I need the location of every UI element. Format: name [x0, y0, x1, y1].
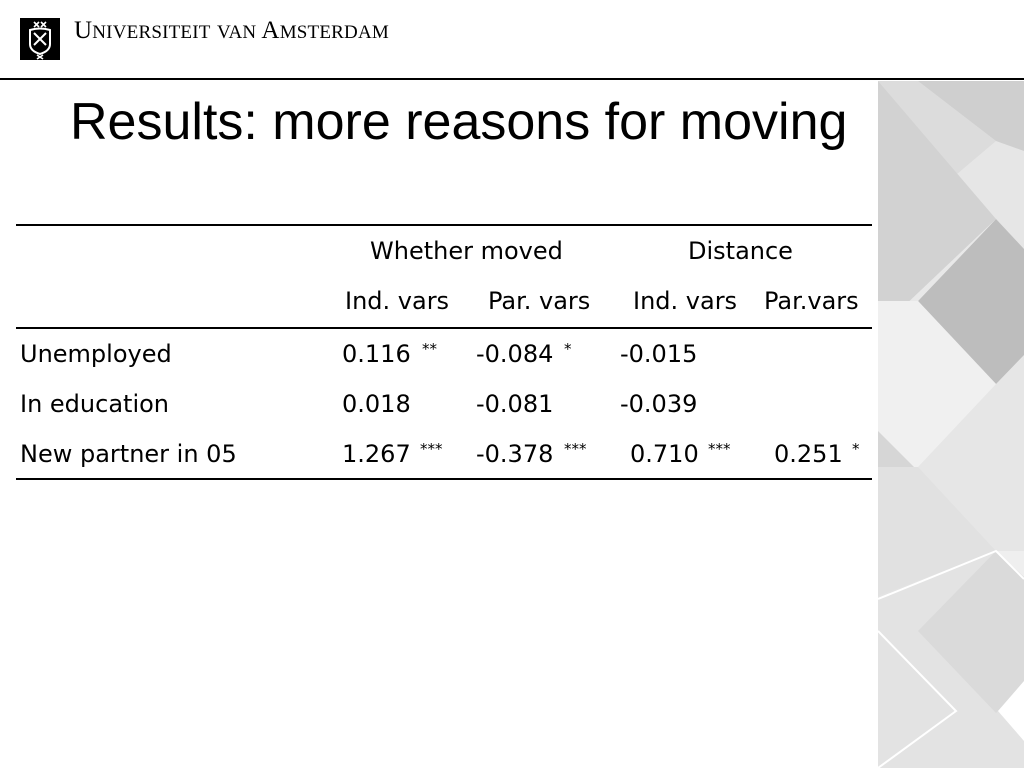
group-header-distance: Distance — [688, 237, 793, 265]
significance-stars: ** — [422, 340, 437, 358]
table-header-rule — [16, 327, 872, 329]
group-header-whether-moved: Whether moved — [370, 237, 563, 265]
column-header: Par. vars — [488, 287, 591, 315]
university-name: UNIVERSITEIT VAN AMSTERDAM — [74, 17, 389, 44]
significance-stars: *** — [420, 440, 443, 458]
cell-value: -0.015 — [620, 340, 698, 368]
significance-stars: * — [564, 340, 572, 358]
cell-value: -0.084 — [476, 340, 554, 368]
column-header: Par.vars — [764, 287, 859, 315]
table-bottom-rule — [16, 478, 872, 480]
uva-crest-icon — [20, 18, 60, 60]
row-label: New partner in 05 — [20, 440, 237, 468]
cell-value: 0.251 — [774, 440, 843, 468]
column-header: Ind. vars — [345, 287, 450, 315]
background-decoration — [878, 81, 1024, 768]
significance-stars: *** — [564, 440, 587, 458]
cell-value: -0.081 — [476, 390, 554, 418]
significance-stars: * — [852, 440, 860, 458]
cell-value: 0.018 — [342, 390, 411, 418]
cell-value: 0.710 — [630, 440, 699, 468]
column-header: Ind. vars — [633, 287, 738, 315]
table-top-rule — [16, 224, 872, 226]
row-label: Unemployed — [20, 340, 172, 368]
slide-title: Results: more reasons for moving — [70, 93, 848, 151]
cell-value: -0.378 — [476, 440, 554, 468]
cell-value: 0.116 — [342, 340, 411, 368]
row-label: In education — [20, 390, 170, 418]
header-bar: UNIVERSITEIT VAN AMSTERDAM — [0, 0, 1024, 80]
cell-value: -0.039 — [620, 390, 698, 418]
cell-value: 1.267 — [342, 440, 411, 468]
significance-stars: *** — [708, 440, 731, 458]
